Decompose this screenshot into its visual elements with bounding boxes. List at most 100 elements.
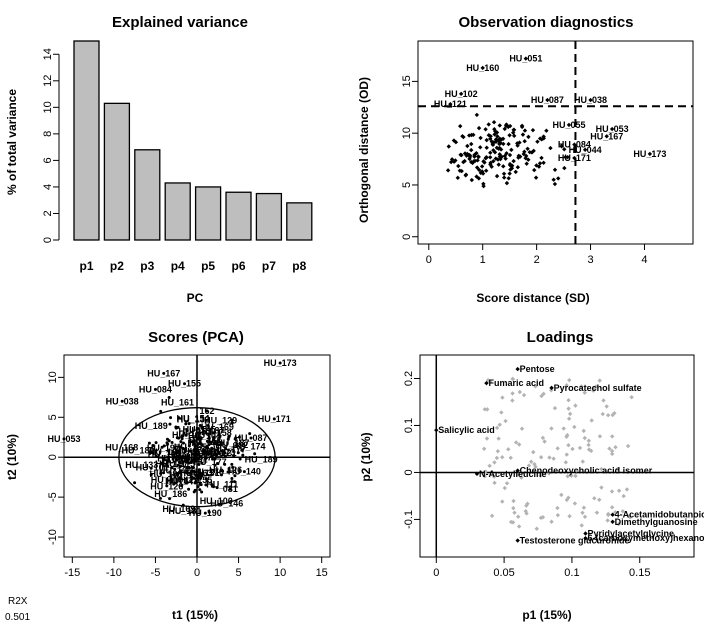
score-point (272, 417, 276, 421)
score-point (230, 421, 234, 425)
explained-variance-y-tick-label: 8 (42, 131, 54, 137)
observation-point (469, 147, 474, 153)
score-point (173, 467, 177, 471)
observation-point (472, 154, 477, 159)
observation-point (503, 123, 509, 128)
score-point (197, 437, 201, 441)
observation-point (494, 145, 500, 150)
score-point (181, 446, 185, 450)
score-label: HU_181 (168, 506, 201, 516)
loading-point (511, 505, 516, 511)
score-point (205, 452, 209, 456)
score-label: HU_184 (157, 454, 190, 464)
loading-point (580, 459, 585, 464)
score-point (170, 441, 174, 445)
score-point (178, 464, 182, 468)
score-point (189, 472, 193, 476)
loading-point (566, 443, 571, 448)
score-label: 162 (199, 406, 214, 416)
explained-variance-y-tick-label: 4 (42, 184, 54, 190)
score-label: HU_189 (135, 421, 168, 431)
observation-point (492, 127, 497, 132)
score-point (185, 466, 189, 470)
observation-label: HU_051 (509, 54, 542, 64)
observation-point (506, 176, 511, 181)
score-point (249, 436, 253, 440)
scores-x-tick-label: -5 (151, 567, 161, 579)
score-point (167, 395, 171, 399)
score-point (162, 471, 166, 475)
loading-point (564, 497, 570, 503)
loading-point (510, 376, 515, 382)
loading-point (583, 536, 588, 541)
score-point (160, 461, 164, 465)
score-point (219, 473, 223, 477)
score-point (215, 486, 219, 490)
observation-point (507, 163, 513, 168)
loading-point (512, 510, 517, 515)
observation-point (474, 112, 480, 118)
loading-point (570, 446, 575, 452)
loading-point (555, 512, 561, 518)
observation-point (500, 136, 506, 142)
observation-point (501, 141, 506, 147)
score-point (192, 490, 196, 494)
loadings-x-tick-label: 0.15 (629, 567, 650, 579)
loading-point (513, 440, 519, 445)
score-point (165, 441, 169, 445)
score-point (230, 477, 234, 481)
score-point (176, 472, 180, 476)
explained-variance-bar (103, 102, 131, 241)
score-point (194, 435, 198, 439)
loading-point (577, 445, 583, 451)
observation-point (502, 126, 507, 132)
score-label: HU_111 (206, 479, 238, 489)
loading-point (566, 406, 571, 411)
score-label: HU_122 (167, 453, 200, 463)
observation-point (458, 91, 464, 97)
observation-point (507, 133, 512, 138)
score-point (154, 454, 158, 458)
observation-point (541, 134, 546, 139)
loading-point (500, 499, 505, 504)
explained-variance-y-tick-label: 14 (42, 48, 54, 60)
score-label: HU_121 (204, 448, 237, 458)
score-point (226, 437, 230, 441)
score-label: HU_197 (155, 459, 188, 469)
observation-point (462, 158, 467, 164)
loading-point (594, 510, 600, 515)
loading-point (538, 455, 544, 460)
score-point (215, 452, 219, 456)
loading-point (624, 487, 630, 492)
score-label: HU_153 (179, 426, 212, 436)
score-label: HU_173 (202, 448, 235, 458)
score-point (159, 409, 163, 413)
score-label: HU_126 (209, 465, 242, 475)
score-label: HU_161 (161, 398, 194, 408)
loading-label: Pyridylacetylglycine (587, 529, 674, 539)
score-point (194, 470, 198, 474)
score-point (232, 454, 236, 458)
loading-point (609, 451, 615, 457)
loading-label: 4-Acetamidobutanoic acid isomer 2 (615, 510, 704, 520)
explained-variance-x-tick-label: p2 (110, 259, 124, 273)
score-point (240, 448, 244, 452)
observation-diagnostics-points (445, 56, 653, 189)
observation-diagnostics-y-tick-label: 0 (401, 234, 413, 240)
loadings-y-tick-label: -0.1 (403, 510, 415, 529)
score-point (203, 511, 207, 515)
observation-label: HU_055 (552, 120, 585, 130)
loading-point (606, 511, 611, 517)
score-label: HU_053 (47, 434, 80, 444)
loading-point (525, 501, 530, 506)
observation-point (459, 168, 464, 174)
observation-point (457, 123, 463, 129)
score-label: HU_177 (213, 445, 246, 455)
loading-point (521, 392, 527, 398)
observation-point (530, 127, 536, 133)
score-label: HU_115 (163, 459, 196, 469)
loading-point (492, 460, 497, 465)
observation-point (562, 147, 567, 152)
loadings-y-tick-label: 0.1 (403, 418, 415, 433)
